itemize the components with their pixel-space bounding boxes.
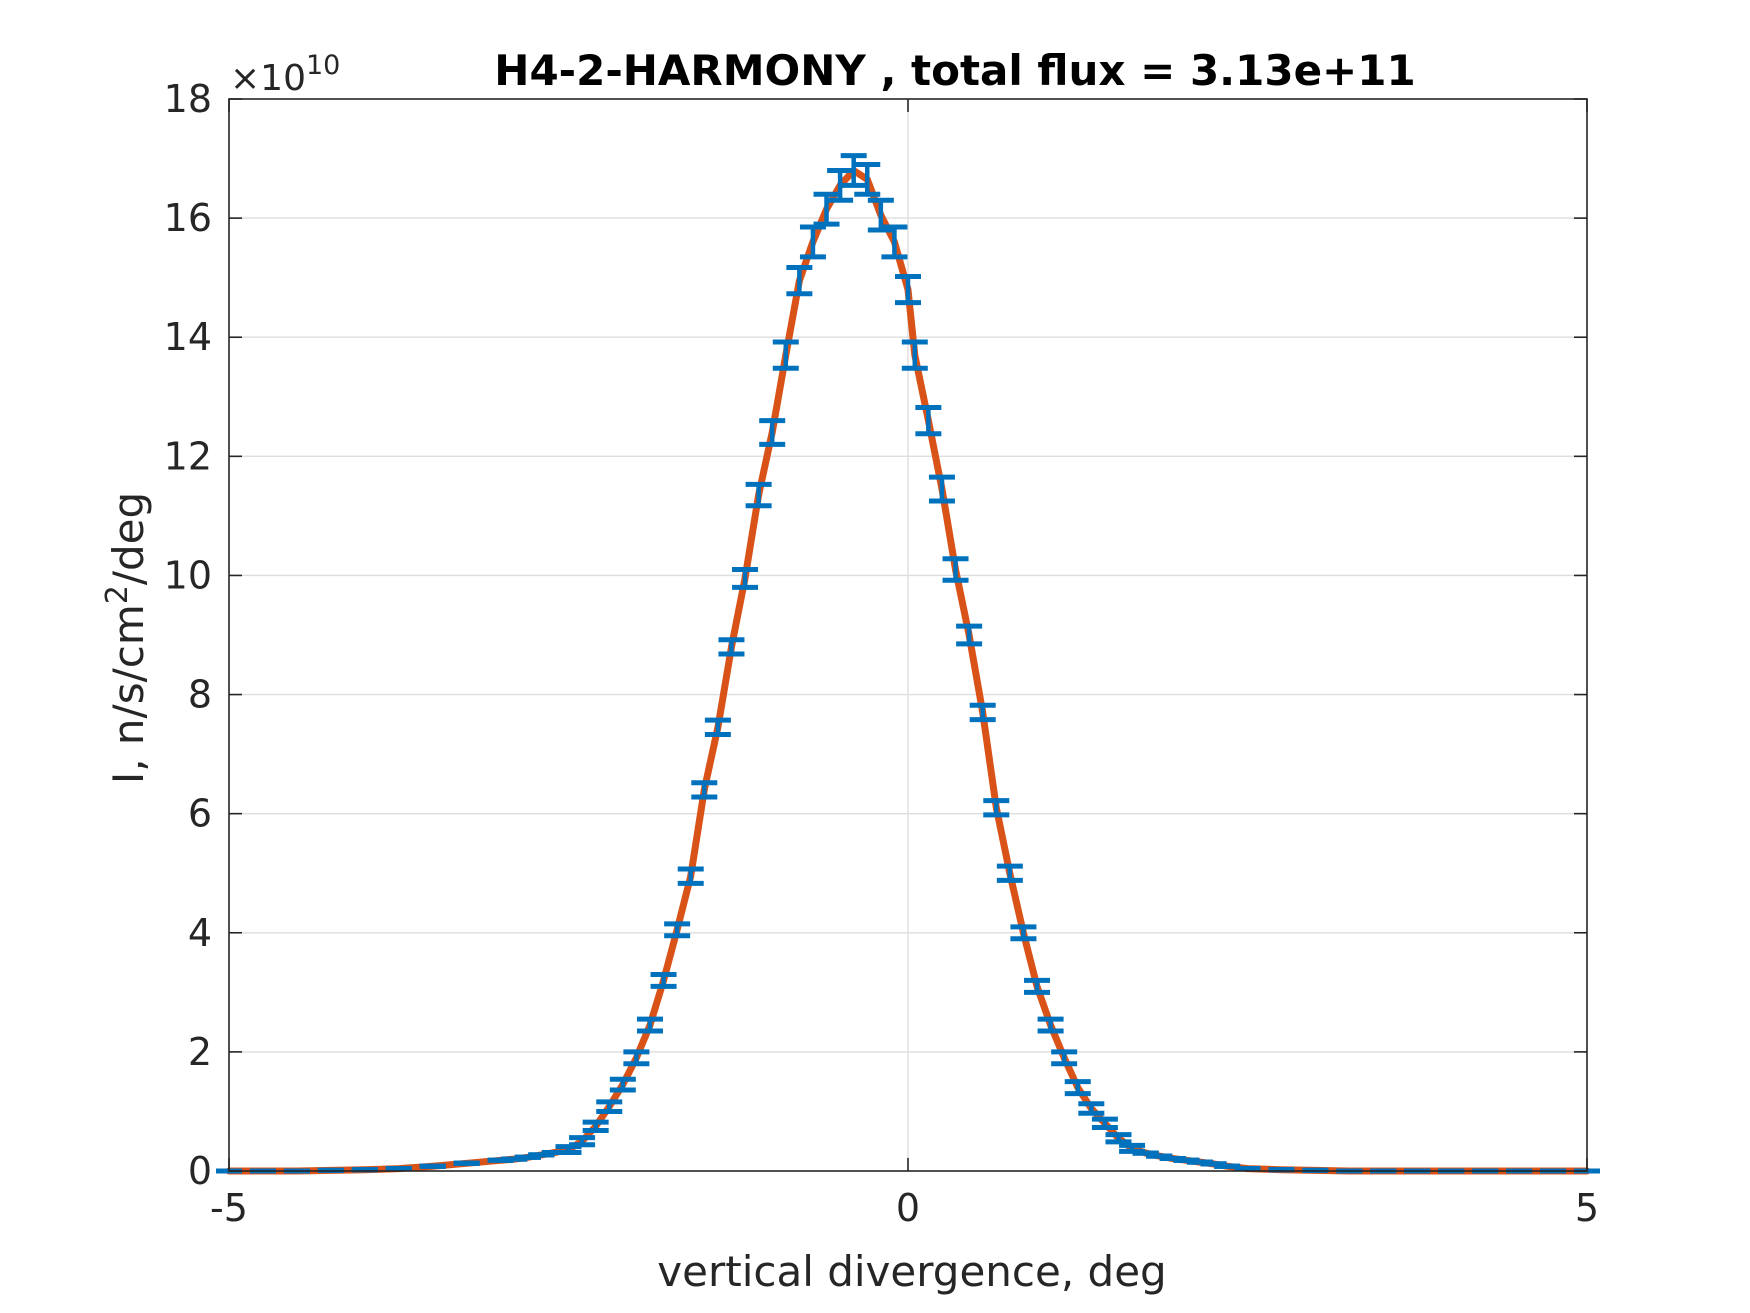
data-point xyxy=(691,780,718,800)
data-point xyxy=(1105,1132,1132,1145)
data-point xyxy=(1268,1167,1295,1173)
data-point xyxy=(956,623,983,647)
data-point xyxy=(996,863,1023,883)
data-point xyxy=(419,1163,446,1169)
data-point xyxy=(942,556,969,583)
y-tick-label: 4 xyxy=(188,911,212,955)
data-point xyxy=(969,702,996,723)
data-point xyxy=(664,921,691,939)
y-tick-label: 6 xyxy=(188,792,212,836)
data-point xyxy=(582,1119,609,1134)
data-point xyxy=(772,339,799,371)
data-point xyxy=(1064,1079,1091,1097)
data-point xyxy=(854,162,881,197)
y-tick-label: 16 xyxy=(164,196,212,240)
data-point xyxy=(1051,1049,1078,1067)
y-axis-title-suffix: /deg xyxy=(104,492,153,585)
data-point xyxy=(650,971,677,989)
data-point xyxy=(1132,1150,1159,1156)
y-exponent-power: 10 xyxy=(306,50,340,81)
data-point xyxy=(928,474,955,504)
x-tick-label: -5 xyxy=(210,1186,248,1230)
data-point xyxy=(636,1016,663,1034)
chart-title: H4-2-HARMONY , total flux = 3.13e+11 xyxy=(494,46,1415,95)
data-point xyxy=(827,167,854,203)
data-point xyxy=(453,1160,480,1166)
ticks xyxy=(228,98,1588,1172)
y-exponent-base: ×10 xyxy=(230,58,306,99)
y-tick-label: 8 xyxy=(188,673,212,717)
data-point xyxy=(881,224,908,260)
y-tick-label: 10 xyxy=(164,553,212,597)
y-axis-exponent: ×1010 xyxy=(230,50,340,99)
grid xyxy=(229,99,1587,1171)
data-point xyxy=(867,197,894,233)
data-point xyxy=(569,1135,596,1148)
data-point xyxy=(1010,924,1037,942)
data-point xyxy=(704,717,731,737)
data-point xyxy=(915,404,942,437)
data-point xyxy=(983,798,1010,818)
y-tick-label: 2 xyxy=(188,1030,212,1074)
data-point xyxy=(718,637,745,657)
y-tick-label: 14 xyxy=(164,315,212,359)
y-tick-label: 0 xyxy=(188,1149,212,1193)
data-point xyxy=(799,224,826,260)
data-point xyxy=(596,1099,623,1114)
data-point xyxy=(732,566,759,590)
data-point xyxy=(786,265,813,297)
x-tick-label: 0 xyxy=(896,1186,920,1230)
data-point xyxy=(623,1049,650,1067)
y-axis-title-main: I, n/s/cm xyxy=(104,604,153,784)
data-point xyxy=(1091,1116,1118,1131)
y-tick-label: 18 xyxy=(164,77,212,121)
data-point xyxy=(813,191,840,227)
data-point xyxy=(1234,1166,1261,1172)
y-axis-title-sup: 2 xyxy=(100,585,135,604)
x-tick-label: 5 xyxy=(1575,1186,1599,1230)
data-point xyxy=(385,1166,412,1172)
data-point xyxy=(895,273,921,306)
data-point xyxy=(901,339,928,371)
data-point xyxy=(677,866,704,886)
data-point xyxy=(609,1076,636,1093)
data-point xyxy=(1037,1016,1064,1034)
data-point xyxy=(745,481,772,509)
x-axis-title: vertical divergence, deg xyxy=(657,1247,1166,1296)
data-point xyxy=(840,153,867,188)
data-point xyxy=(1024,977,1051,995)
data-point xyxy=(759,418,786,447)
data-point xyxy=(351,1167,378,1173)
y-tick-label: 12 xyxy=(164,434,212,478)
y-axis-title: I, n/s/cm2/deg xyxy=(100,492,153,784)
data-point xyxy=(1078,1101,1105,1116)
